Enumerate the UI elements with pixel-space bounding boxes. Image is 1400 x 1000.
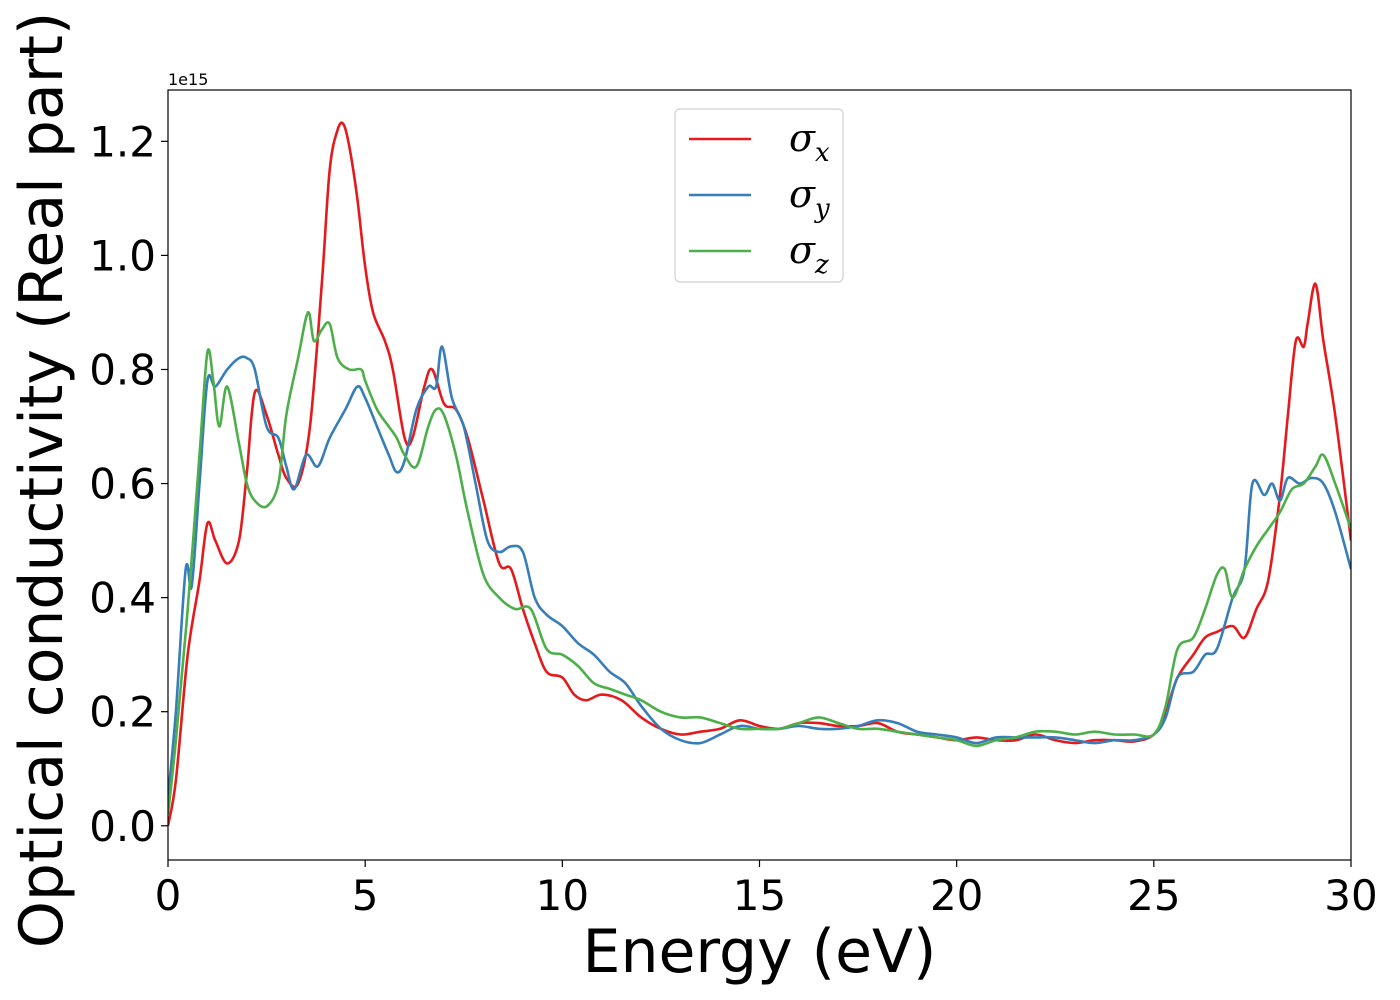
y-tick-label: 0.8 — [89, 345, 156, 394]
y-tick-label: 0.6 — [89, 460, 156, 509]
x-tick-label: 5 — [352, 871, 379, 920]
y-offset-label: 1e15 — [168, 70, 208, 89]
x-tick-label: 20 — [930, 871, 983, 920]
series-line-y — [168, 345, 1351, 798]
y-tick-label: 1.2 — [89, 117, 156, 166]
legend-box — [674, 108, 844, 283]
x-axis-title: Energy (eV) — [583, 917, 937, 987]
x-tick-label: 0 — [155, 871, 182, 920]
y-tick-label: 0.0 — [89, 802, 156, 851]
series-line-z — [168, 311, 1351, 815]
y-axis: 0.0 0.2 0.4 0.6 0.8 1.0 1.2 — [89, 117, 168, 851]
legend-label-z: σz — [789, 228, 829, 280]
series-line-x — [168, 121, 1351, 827]
y-axis-title: Optical conductivity (Real part) — [7, 12, 77, 949]
x-tick-label: 25 — [1127, 871, 1180, 920]
y-tick-label: 0.2 — [89, 688, 156, 737]
x-tick-label: 10 — [536, 871, 589, 920]
y-tick-label: 1.0 — [89, 231, 156, 280]
x-axis: 0 5 10 15 20 25 30 — [155, 860, 1378, 920]
x-tick-label: 30 — [1324, 871, 1377, 920]
x-tick-label: 15 — [733, 871, 786, 920]
y-tick-label: 0.4 — [89, 574, 156, 623]
series-layer — [168, 121, 1351, 827]
